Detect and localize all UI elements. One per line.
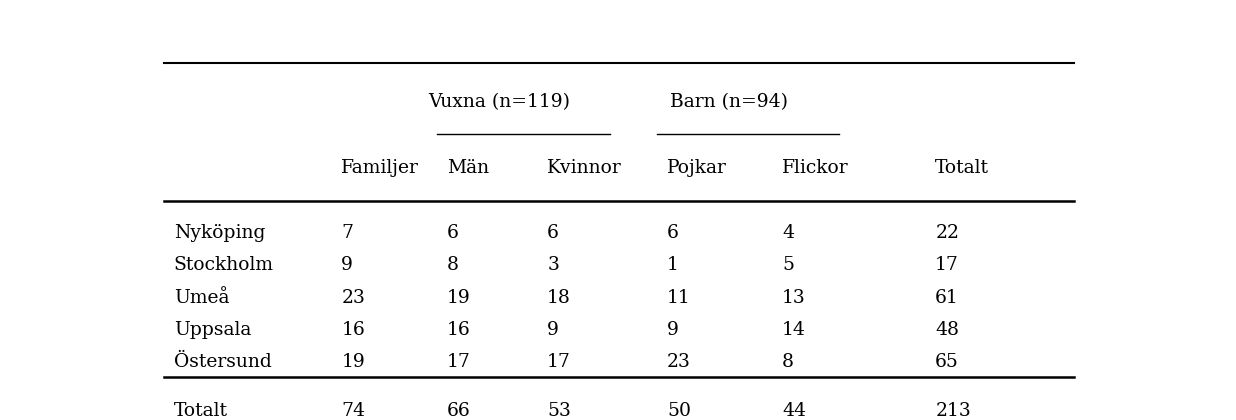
Text: 44: 44 bbox=[782, 402, 806, 420]
Text: 65: 65 bbox=[936, 354, 959, 371]
Text: 50: 50 bbox=[667, 402, 691, 420]
Text: 23: 23 bbox=[667, 354, 691, 371]
Text: Kvinnor: Kvinnor bbox=[548, 160, 622, 177]
Text: Män: Män bbox=[446, 160, 488, 177]
Text: Uppsala: Uppsala bbox=[173, 321, 251, 339]
Text: 5: 5 bbox=[782, 257, 794, 274]
Text: 3: 3 bbox=[548, 257, 559, 274]
Text: Nyköping: Nyköping bbox=[173, 224, 265, 242]
Text: 23: 23 bbox=[341, 289, 365, 307]
Text: 16: 16 bbox=[446, 321, 471, 339]
Text: 9: 9 bbox=[548, 321, 559, 339]
Text: Flickor: Flickor bbox=[782, 160, 849, 177]
Text: 6: 6 bbox=[446, 224, 459, 242]
Text: 53: 53 bbox=[548, 402, 571, 420]
Text: 22: 22 bbox=[936, 224, 959, 242]
Text: 19: 19 bbox=[446, 289, 471, 307]
Text: 13: 13 bbox=[782, 289, 806, 307]
Text: 8: 8 bbox=[446, 257, 459, 274]
Text: 18: 18 bbox=[548, 289, 571, 307]
Text: 16: 16 bbox=[341, 321, 365, 339]
Text: Umeå: Umeå bbox=[173, 289, 229, 307]
Text: 11: 11 bbox=[667, 289, 691, 307]
Text: 9: 9 bbox=[667, 321, 679, 339]
Text: 17: 17 bbox=[936, 257, 959, 274]
Text: Totalt: Totalt bbox=[936, 160, 989, 177]
Text: Totalt: Totalt bbox=[173, 402, 227, 420]
Text: 4: 4 bbox=[782, 224, 794, 242]
Text: Stockholm: Stockholm bbox=[173, 257, 273, 274]
Text: 1: 1 bbox=[667, 257, 679, 274]
Text: Östersund: Östersund bbox=[173, 354, 272, 371]
Text: 8: 8 bbox=[782, 354, 794, 371]
Text: 14: 14 bbox=[782, 321, 806, 339]
Text: 6: 6 bbox=[667, 224, 679, 242]
Text: 17: 17 bbox=[446, 354, 471, 371]
Text: Pojkar: Pojkar bbox=[667, 160, 727, 177]
Text: 61: 61 bbox=[936, 289, 959, 307]
Text: Barn (n=94): Barn (n=94) bbox=[670, 93, 789, 111]
Text: 74: 74 bbox=[341, 402, 366, 420]
Text: 19: 19 bbox=[341, 354, 365, 371]
Text: 17: 17 bbox=[548, 354, 571, 371]
Text: 6: 6 bbox=[548, 224, 559, 242]
Text: Familjer: Familjer bbox=[341, 160, 419, 177]
Text: 66: 66 bbox=[446, 402, 471, 420]
Text: 213: 213 bbox=[936, 402, 971, 420]
Text: 48: 48 bbox=[936, 321, 959, 339]
Text: 9: 9 bbox=[341, 257, 353, 274]
Text: 7: 7 bbox=[341, 224, 353, 242]
Text: Vuxna (n=119): Vuxna (n=119) bbox=[429, 93, 570, 111]
